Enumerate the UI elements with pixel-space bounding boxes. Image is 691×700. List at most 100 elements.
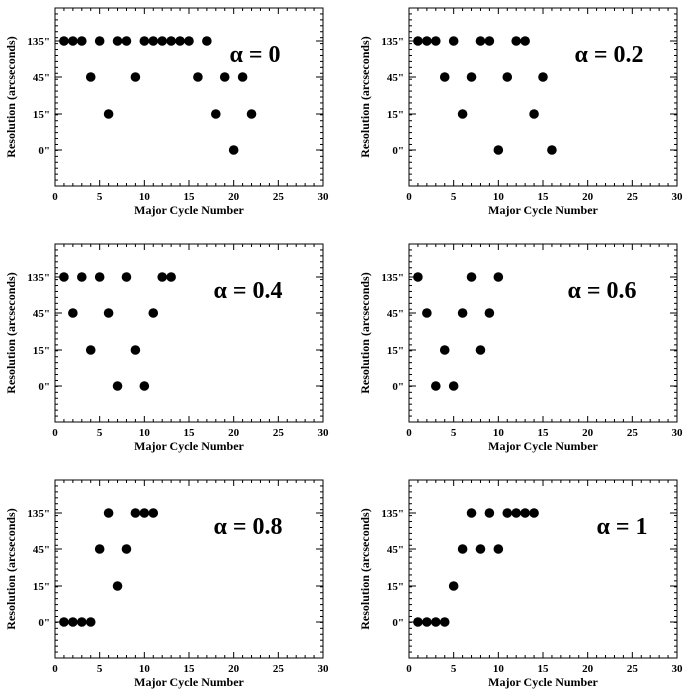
y-tick-label: 15"	[387, 109, 404, 121]
x-tick-label: 20	[582, 427, 594, 439]
plot-frame	[54, 479, 324, 659]
data-point	[422, 308, 432, 318]
y-tick-label: 45"	[33, 72, 50, 84]
data-point	[502, 72, 513, 82]
y-tick-label: 0"	[392, 617, 404, 629]
x-axis-title: Major Cycle Number	[488, 203, 598, 217]
x-tick-label: 30	[318, 191, 330, 203]
y-tick-label: 45"	[33, 308, 50, 320]
y-tick-label: 45"	[387, 72, 404, 84]
data-point	[202, 36, 212, 46]
data-point	[85, 617, 96, 627]
data-point	[184, 36, 194, 46]
data-point	[475, 544, 486, 554]
panel-title: α = 0	[229, 42, 280, 68]
data-point	[422, 617, 432, 627]
plot-frame	[54, 243, 324, 423]
data-point	[77, 36, 87, 46]
x-tick-label: 15	[538, 663, 550, 675]
data-point	[547, 145, 557, 155]
x-tick-label: 0	[52, 663, 58, 675]
data-point	[475, 36, 486, 46]
chart-panel-6: 0 5 10 15 20 25 30 0" 15" 45" 135" Major Cycle Numb…	[358, 479, 683, 689]
data-point	[511, 36, 521, 46]
x-tick-label: 5	[451, 191, 457, 203]
y-tick-label: 0"	[38, 381, 50, 393]
data-point	[157, 36, 167, 46]
x-tick-label: 25	[273, 663, 285, 675]
x-tick-label: 25	[627, 427, 639, 439]
x-tick-label: 10	[139, 191, 151, 203]
y-tick-label: 15"	[33, 345, 50, 357]
y-tick-label: 15"	[33, 109, 50, 121]
data-point	[139, 381, 150, 391]
data-point	[439, 345, 450, 355]
data-point	[431, 36, 441, 46]
x-axis-title: Major Cycle Number	[488, 675, 598, 689]
data-point	[413, 617, 423, 627]
x-axis-title: Major Cycle Number	[134, 439, 244, 453]
y-tick-label: 0"	[392, 145, 404, 157]
x-tick-label: 15	[184, 427, 196, 439]
data-point	[529, 508, 539, 518]
data-point	[148, 308, 159, 318]
data-point	[448, 381, 459, 391]
x-tick-label: 30	[672, 191, 684, 203]
y-axis-title: Resolution (arcseconds)	[4, 36, 18, 157]
data-point	[77, 272, 87, 282]
y-tick-label: 0"	[392, 381, 404, 393]
x-tick-label: 5	[451, 663, 457, 675]
data-point	[68, 617, 78, 627]
data-point	[77, 617, 87, 627]
y-tick-label: 45"	[33, 544, 50, 556]
y-axis-title: Resolution (arcseconds)	[358, 508, 372, 629]
y-tick-label: 135"	[27, 508, 50, 520]
x-tick-label: 5	[97, 191, 103, 203]
y-tick-label: 15"	[33, 581, 50, 593]
data-point	[157, 272, 167, 282]
data-point	[511, 508, 521, 518]
data-point	[413, 272, 423, 282]
data-point	[246, 109, 257, 119]
x-tick-label: 10	[493, 663, 505, 675]
y-tick-label: 15"	[387, 345, 404, 357]
plot-frame	[408, 7, 678, 187]
data-point	[112, 381, 123, 391]
data-point	[68, 308, 78, 318]
x-axis-title: Major Cycle Number	[134, 203, 244, 217]
y-axis-title: Resolution (arcseconds)	[358, 36, 372, 157]
data-point	[457, 308, 468, 318]
panel-title: α = 0.8	[213, 514, 282, 540]
x-tick-label: 0	[52, 191, 58, 203]
x-tick-label: 5	[97, 663, 103, 675]
x-tick-label: 5	[451, 427, 457, 439]
y-tick-label: 0"	[38, 145, 50, 157]
y-tick-label: 135"	[381, 508, 404, 520]
data-point	[121, 272, 132, 282]
data-point	[94, 272, 105, 282]
data-point	[193, 72, 203, 82]
y-tick-label: 45"	[387, 308, 404, 320]
x-axis-title: Major Cycle Number	[134, 675, 244, 689]
data-point	[237, 72, 248, 82]
y-tick-label: 135"	[27, 272, 50, 284]
x-tick-label: 25	[627, 663, 639, 675]
x-tick-label: 20	[582, 663, 594, 675]
chart-panel-2: 0 5 10 15 20 25 30 0" 15" 45" 135" Major Cycle Numb…	[358, 7, 684, 217]
y-tick-label: 15"	[387, 581, 404, 593]
x-tick-label: 25	[273, 191, 285, 203]
data-point	[520, 508, 530, 518]
panel-title: α = 1	[596, 514, 647, 540]
data-point	[493, 544, 504, 554]
data-point	[219, 72, 230, 82]
data-point	[431, 381, 441, 391]
data-point	[112, 36, 123, 46]
plot-frame	[408, 243, 678, 423]
x-tick-label: 10	[493, 427, 505, 439]
x-tick-label: 20	[228, 191, 240, 203]
chart-panel-4: 0 5 10 15 20 25 30 0" 15" 45" 135" Major Cycle Numb…	[358, 243, 683, 453]
data-point	[85, 72, 96, 82]
data-point	[484, 308, 495, 318]
